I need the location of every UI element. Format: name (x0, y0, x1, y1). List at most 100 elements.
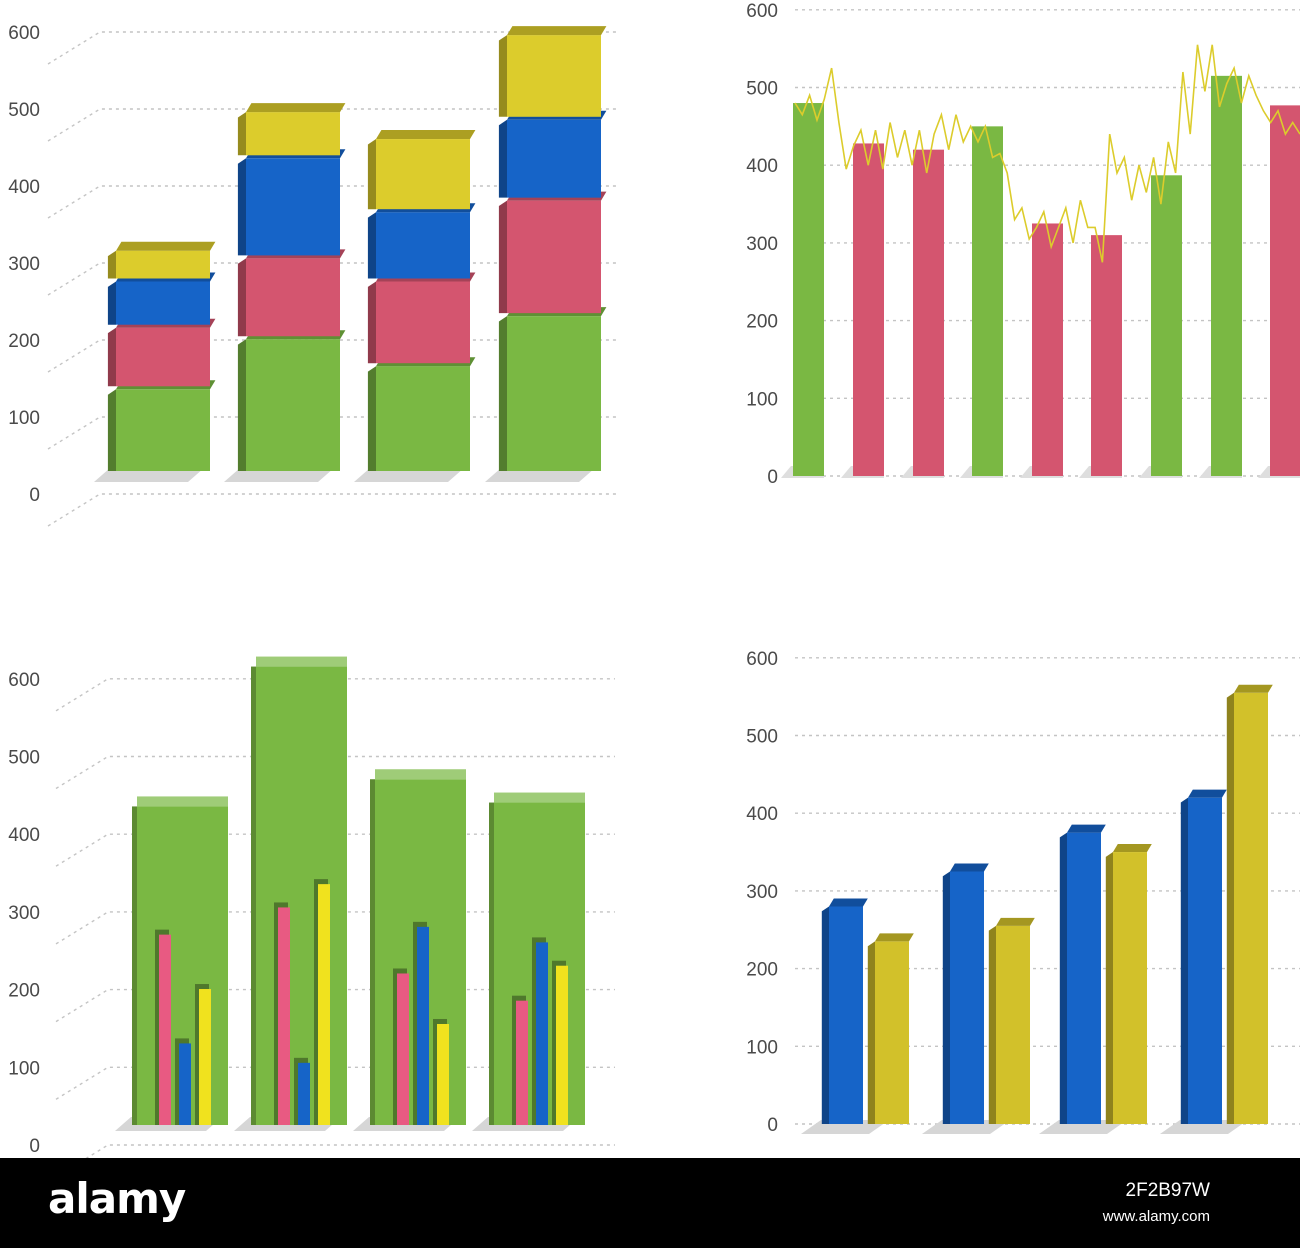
chart-2-bar-0-2 (199, 989, 211, 1125)
image-id-label: 2F2B97W (1125, 1180, 1210, 1201)
chart-3-bar-3-1-side (1226, 692, 1234, 1124)
chart-2-gridline-0 (85, 1144, 615, 1158)
chart-3-bar-2-0-front (1067, 832, 1101, 1124)
chart-2-ytick-5: 500 (8, 748, 40, 769)
chart-0-bar-0-seg-2 (107, 272, 216, 325)
chart-0-bar-0-seg-1-front (116, 327, 210, 387)
chart-3-bar-1-0 (942, 863, 989, 1124)
chart-2-gridline-6 (55, 678, 615, 712)
chart-3-bar-1-1-side (988, 925, 996, 1124)
chart-0-gridline-5 (47, 108, 618, 142)
chart-2-bar-1-0 (278, 907, 290, 1125)
chart-0-bar-0-seg-1 (107, 318, 216, 387)
chart-1-bar-5 (1091, 235, 1122, 476)
chart-2-column-2-side (370, 779, 375, 1125)
chart-0-bar-3-seg-3-top (507, 26, 607, 36)
chart-0-gridline-0 (47, 493, 618, 527)
chart-0-bar-2-seg-2-side (367, 212, 376, 279)
chart-0-bar-1-seg-0-side (237, 339, 246, 471)
chart-2-column-1-side (251, 666, 256, 1125)
chart-3-ytick-6: 600 (746, 649, 778, 670)
charts-canvas: 0 100 200 300 400 500 600 0 100 200 300 400 500 600 0 1… (8, 1, 1300, 1158)
chart-2-ytick-0: 0 (29, 1136, 40, 1157)
chart-3-bar-2-0-top (1067, 824, 1106, 833)
chart-1-line (794, 44, 1300, 263)
chart-0-bar-3-seg-3-side (498, 35, 507, 117)
chart-2-column-0-side (132, 806, 137, 1125)
chart-0-bar-2-seg-3-front (376, 139, 470, 210)
chart-3-bar-1-1-front (996, 925, 1030, 1124)
chart-0-bar-0-seg-3-side (107, 250, 116, 279)
chart-2-column-3-side (489, 802, 494, 1125)
chart-0-bar-1-seg-0 (237, 330, 346, 471)
chart-3-ytick-5: 500 (746, 727, 778, 748)
chart-0-bar-3-seg-1-side (498, 200, 507, 314)
chart-0-bar-0-seg-2-side (107, 281, 116, 325)
chart-0-bar-1-seg-3 (237, 103, 346, 156)
chart-0-shadow-3 (485, 468, 595, 482)
chart-0-bar-2-seg-0-side (367, 366, 376, 471)
chart-0-shadow-0 (94, 468, 204, 482)
chart-1-bar-8 (1270, 105, 1300, 476)
chart-0-bar-1-seg-2-front (246, 158, 340, 256)
chart-3-bar-1-0-side (942, 871, 950, 1124)
chart-2-column-0-top (137, 796, 228, 807)
chart-3-bar-3-0-front (1188, 797, 1222, 1124)
chart-0-bar-3-seg-2 (498, 110, 607, 198)
chart-0-bar-0-seg-0-front (116, 389, 210, 471)
chart-0-ytick-3: 300 (8, 254, 40, 275)
chart-0-gridline-6 (47, 31, 618, 65)
chart-3-bar-0-0-top (829, 898, 868, 907)
chart-0-ytick-5: 500 (8, 100, 40, 121)
chart-2-bar-2-1 (417, 926, 429, 1125)
chart-2-ytick-4: 400 (8, 825, 40, 846)
chart-0-bar-2-seg-2-front (376, 212, 470, 279)
chart-0-shadow-1 (224, 468, 334, 482)
chart-3-bar-3-0-side (1180, 797, 1188, 1124)
chart-0-bar-2-seg-1 (367, 272, 476, 364)
chart-0-bar-3-seg-0-side (498, 316, 507, 471)
chart-0-bar-3-seg-1-front (507, 200, 601, 314)
chart-0-bar-0-seg-2-front (116, 281, 210, 325)
chart-1-ytick-5: 500 (746, 79, 778, 100)
chart-3-ytick-3: 300 (746, 882, 778, 903)
chart-2-column-1 (251, 656, 347, 1125)
chart-0-bar-2-seg-1-side (367, 281, 376, 364)
chart-0-bar-3-seg-1 (498, 191, 607, 314)
chart-3-bar-0-0-side (821, 906, 829, 1124)
chart-3-bar-0-0-front (829, 906, 863, 1124)
chart-2-column-2-top (375, 769, 466, 780)
chart-3-bar-0-1-front (875, 941, 909, 1124)
chart-2-bar-3-2 (556, 965, 568, 1125)
chart-3-ytick-1: 100 (746, 1037, 778, 1058)
chart-0-bar-2-seg-2 (367, 203, 476, 279)
chart-3-bar-1-1 (988, 917, 1035, 1124)
chart-2-column-0 (132, 796, 228, 1125)
chart-2-ytick-1: 100 (8, 1058, 40, 1079)
chart-1-ytick-0: 0 (767, 467, 778, 488)
chart-2-bar-0-0 (159, 934, 171, 1125)
chart-2-bar-3-1 (536, 942, 548, 1125)
chart-0-bar-1-seg-3-top (246, 103, 346, 113)
chart-3-bar-1-1-top (996, 917, 1035, 926)
chart-2-bar-3-0 (516, 1000, 528, 1125)
chart-0-bar-3-seg-2-side (498, 119, 507, 198)
chart-0-ytick-6: 600 (8, 23, 40, 44)
chart-3-bar-3-1 (1226, 684, 1273, 1124)
chart-3-ytick-4: 400 (746, 804, 778, 825)
chart-0-bar-1-seg-1-front (246, 258, 340, 337)
chart-0-ytick-0: 0 (29, 485, 40, 506)
chart-2-bar-2-2 (437, 1023, 449, 1125)
chart-0-bar-2-seg-3-top (376, 130, 476, 140)
chart-2-gridline-5 (55, 755, 615, 790)
chart-0-ytick-4: 400 (8, 177, 40, 198)
chart-0-bar-2-seg-1-front (376, 281, 470, 364)
chart-0-bar-1-seg-3-front (246, 112, 340, 156)
chart-1-ytick-2: 200 (746, 312, 778, 333)
chart-0-bar-3-seg-0 (498, 307, 607, 471)
chart-3-bar-2-1-top (1113, 844, 1152, 853)
chart-3-bar-0-1-side (867, 941, 875, 1124)
chart-2-column-1-front (256, 666, 347, 1125)
chart-3-bar-2-1-front (1113, 852, 1147, 1124)
chart-3-bar-3-0 (1180, 789, 1227, 1124)
